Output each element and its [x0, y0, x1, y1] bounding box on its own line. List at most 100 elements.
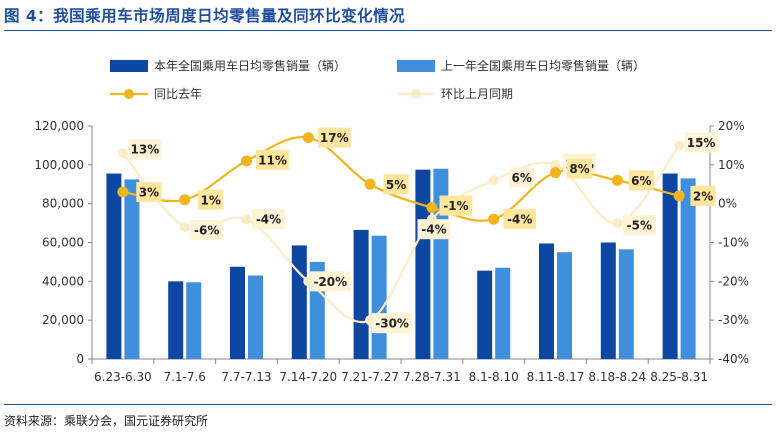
bar-prior-year: [680, 178, 696, 359]
mom-data-label-bg: [622, 215, 656, 236]
mom-data-label: -4%: [256, 213, 281, 227]
mom-data-label: -4%: [421, 223, 446, 237]
bar-current-year: [477, 270, 493, 359]
left-tick-label: 0: [76, 352, 84, 366]
mom-data-label-bg: [310, 271, 351, 292]
yoy-data-label: 6%: [631, 174, 651, 188]
legend-swatch-marker: [124, 89, 134, 99]
bar-prior-year: [433, 168, 449, 359]
yoy-point: [550, 167, 561, 179]
x-tick-label: 8.25-8.31: [650, 370, 708, 384]
legend-group: 本年全国乘用车日均零售销量（辆） 上一年全国乘用车日均零售销量（辆） 同比去年 环比上…: [110, 58, 645, 101]
yoy-point: [364, 178, 376, 190]
legend-label: 本年全国乘用车日均零售销量（辆）: [154, 58, 346, 73]
mom-data-label-bg: [128, 139, 162, 160]
legend-swatch-bar: [397, 60, 435, 72]
source-note: 资料来源：乘联分会，国元证券研究所: [4, 414, 209, 428]
left-tick-label: 60,000: [42, 236, 84, 250]
yoy-data-label: 11%: [258, 153, 287, 167]
bar-current-year: [106, 173, 122, 359]
legend-label: 环比上月同期: [441, 87, 513, 101]
yoy-data-label-bg: [383, 174, 409, 195]
bar-current-year: [168, 281, 184, 359]
yoy-data-label-bg: [136, 182, 162, 203]
mom-point: [550, 159, 561, 170]
x-tick-label: 7.28-7.31: [403, 370, 461, 384]
yoy-data-label-bg: [503, 209, 537, 230]
mom-data-label-bg: [190, 219, 224, 240]
figure-title: 图 4：我国乘用车市场周度日均零售量及同环比变化情况: [4, 7, 406, 25]
yoy-data-label-bg: [317, 127, 351, 148]
data-labels-group: 13%-6%-4%-20%-30%-4%6%10%-5%15%3%1%11%17…: [128, 127, 718, 334]
legend-swatch-bar: [110, 60, 148, 72]
x-tick-label: 7.21-7.27: [341, 370, 399, 384]
yoy-data-label-bg: [566, 158, 593, 179]
bar-prior-year: [186, 282, 202, 359]
mom-point: [612, 218, 623, 229]
mom-data-label-bg: [684, 132, 718, 153]
right-tick-label: 20%: [718, 119, 745, 133]
bar-prior-year: [618, 249, 634, 359]
legend-swatch-marker: [411, 89, 421, 99]
mom-data-label: 15%: [687, 136, 716, 150]
title-rule: [4, 30, 772, 31]
mom-data-label-bg: [417, 219, 451, 240]
x-tick-label: 7.14-7.20: [279, 370, 337, 384]
right-tick-label: 0%: [718, 197, 737, 211]
yoy-data-label: 8%: [569, 162, 589, 176]
yoy-data-label: -4%: [507, 213, 532, 227]
yoy-point: [179, 194, 191, 206]
legend-label: 同比去年: [154, 87, 202, 101]
weekly-retail-chart: 0 20,000 40,000 60,000 80,000 100,000 120,000 -…: [34, 58, 749, 384]
yoy-data-label-bg: [628, 170, 654, 191]
mom-data-label: -30%: [375, 317, 409, 331]
bar-current-year: [415, 169, 431, 359]
yoy-point: [673, 190, 685, 202]
yoy-point: [426, 202, 438, 214]
yoy-data-label: 5%: [386, 178, 406, 192]
left-tick-label: 20,000: [42, 313, 84, 327]
mom-point: [179, 221, 190, 232]
mom-point: [674, 140, 685, 151]
bar-current-year: [353, 229, 369, 359]
yoy-point: [611, 174, 623, 186]
mom-point: [241, 214, 252, 225]
axes-group: 0 20,000 40,000 60,000 80,000 100,000 120,000 -…: [34, 119, 749, 384]
mom-data-label-bg: [509, 167, 535, 188]
x-tick-label: 7.1-7.6: [163, 370, 206, 384]
mom-data-label-bg: [252, 209, 285, 230]
right-tick-label: -30%: [718, 313, 749, 327]
mom-data-label: 6%: [512, 171, 532, 185]
yoy-data-label-bg: [198, 189, 224, 210]
bar-prior-year: [248, 275, 263, 359]
x-tick-label: 8.1-8.10: [469, 370, 519, 384]
bar-prior-year: [495, 267, 511, 359]
right-tick-label: -20%: [718, 274, 749, 288]
source-rule: [4, 404, 772, 405]
legend-label: 上一年全国乘用车日均零售销量（辆）: [441, 58, 645, 73]
mom-data-label: -5%: [627, 219, 652, 233]
bar-prior-year: [124, 179, 140, 359]
mom-point: [117, 148, 128, 159]
left-tick-label: 80,000: [42, 197, 84, 211]
bar-prior-year: [371, 235, 387, 359]
mom-data-label: -20%: [313, 275, 347, 289]
x-tick-label: 8.18-8.24: [588, 370, 646, 384]
x-tick-label: 6.23-6.30: [94, 370, 152, 384]
mom-data-label-bg: [371, 313, 413, 334]
bar-current-year: [539, 243, 554, 359]
yoy-point: [117, 186, 129, 198]
yoy-point: [302, 132, 314, 144]
mom-data-label: -6%: [194, 223, 219, 237]
left-tick-label: 120,000: [34, 119, 84, 133]
left-tick-label: 100,000: [34, 158, 84, 172]
yoy-data-label: 3%: [139, 186, 159, 200]
yoy-data-label: 2%: [693, 189, 713, 203]
bar-current-year: [230, 266, 245, 359]
yoy-point: [241, 155, 252, 167]
bars-group: [106, 168, 696, 359]
yoy-data-label: 17%: [320, 131, 349, 145]
left-tick-label: 40,000: [42, 274, 84, 288]
right-tick-label: 10%: [718, 158, 745, 172]
mom-point: [488, 175, 499, 186]
